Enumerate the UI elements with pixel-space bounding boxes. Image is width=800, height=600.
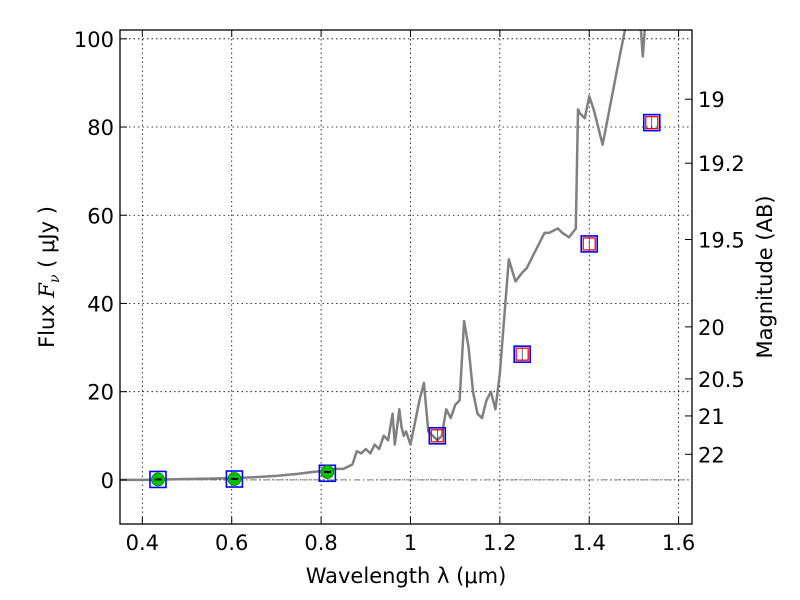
y-label-symbol: F	[35, 282, 59, 299]
x-tick-label: 0.4	[126, 531, 159, 555]
y-tick-label: 80	[87, 116, 114, 140]
y-tick-label: 40	[87, 292, 114, 316]
model-photometry-marker	[428, 426, 447, 445]
y-tick-label: 20	[87, 381, 114, 405]
x-tick-label: 1.4	[573, 531, 606, 555]
right-tick-label: 19	[698, 88, 725, 112]
right-tick-label: 21	[698, 405, 725, 429]
right-tick-label: 22	[698, 443, 725, 467]
y-axis-label: Flux Fν ( μJy )	[35, 206, 63, 348]
model-photometry-marker	[513, 345, 531, 363]
x-tick-label: 0.6	[215, 531, 248, 555]
y-tick-label: 0	[101, 469, 114, 493]
model-photometry-marker	[642, 113, 661, 132]
x-tick-label: 1	[404, 531, 417, 555]
axis-ticks: 0.4 0.6 0.8 1 1.2 1.4 1.6 0 20 40 60 80 100 19 19.2 19.…	[74, 28, 745, 555]
y-tick-label: 60	[87, 204, 114, 228]
right-tick-label: 19.2	[698, 152, 745, 176]
right-tick-label: 20	[698, 316, 725, 340]
spectrum-series	[120, 30, 646, 482]
right-tick-label: 19.5	[698, 229, 745, 253]
right-axis-label: Magnitude (AB)	[753, 195, 777, 358]
model-photometry-marker	[225, 470, 244, 488]
spectrum-line	[120, 30, 646, 482]
y-tick-label: 100	[74, 28, 114, 52]
photometry-markers	[149, 113, 661, 489]
x-tick-label: 0.8	[304, 531, 337, 555]
x-tick-label: 1.2	[483, 531, 516, 555]
model-photometry-marker	[149, 470, 167, 489]
right-tick-label: 20.5	[698, 368, 745, 392]
x-axis-label: Wavelength λ (μm)	[306, 564, 507, 588]
y-label-suffix: ( μJy )	[35, 206, 59, 274]
y-label-prefix: Flux	[35, 298, 59, 348]
x-tick-label: 1.6	[662, 531, 695, 555]
plot-frame	[119, 29, 693, 525]
y-label-subscript: ν	[47, 274, 63, 283]
model-photometry-marker	[580, 235, 599, 253]
